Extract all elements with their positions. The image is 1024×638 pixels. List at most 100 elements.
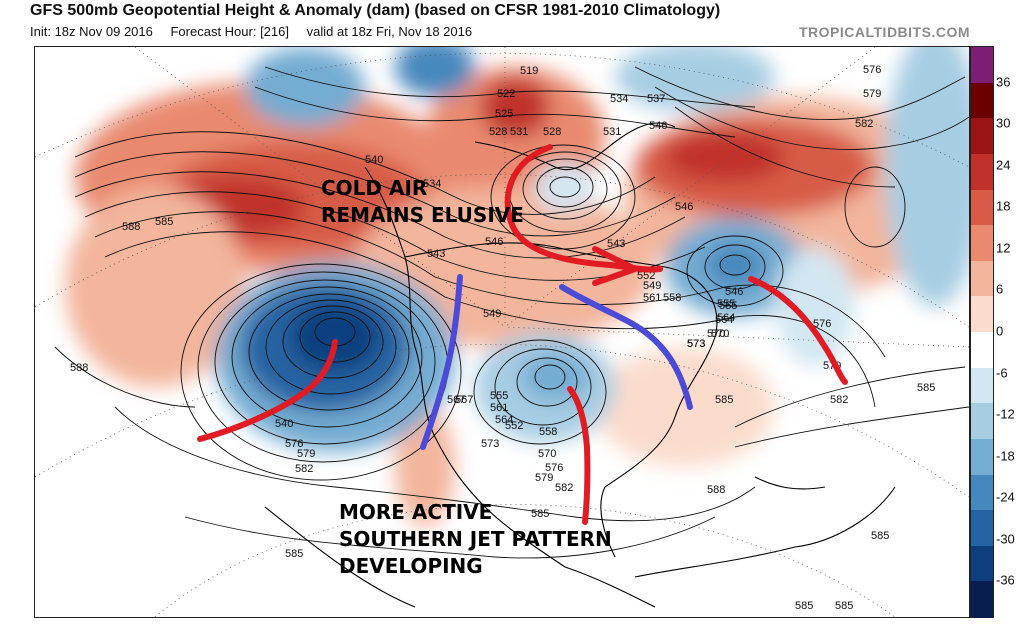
contour-label: 528 <box>489 126 507 138</box>
colorbar-segment <box>971 118 993 155</box>
contour-label: 546 <box>649 120 667 132</box>
contour-label: 585 <box>155 216 173 228</box>
contour-label: 543 <box>607 238 625 250</box>
colorbar-segment <box>971 510 993 547</box>
contour-label: 585 <box>835 600 853 612</box>
contour-label: 525 <box>495 108 513 120</box>
contour-label: 582 <box>295 463 313 475</box>
contour-labels: 519 522 525 528 531 534 537 540 546 576 … <box>70 64 935 612</box>
chart-title: GFS 500mb Geopotential Height & Anomaly … <box>30 2 721 19</box>
colorbar-segment <box>971 153 993 190</box>
contour-label: 564 <box>495 414 513 426</box>
contour-label: 573 <box>481 438 499 450</box>
colorbar-tick-label: -24 <box>996 489 1015 505</box>
contour-label: 573 <box>687 338 705 350</box>
red-arrow-atlantic <box>748 276 848 385</box>
contour-label: 546 <box>485 236 503 248</box>
colorbar-segment <box>971 545 993 582</box>
cold-air-annotation: COLD AIR REMAINS ELUSIVE <box>321 175 524 229</box>
colorbar-segment <box>971 189 993 226</box>
colorbar-segment <box>971 438 993 475</box>
contour-label: 588 <box>707 484 725 496</box>
contour-label: 582 <box>855 118 873 130</box>
contour-label: 519 <box>520 65 538 77</box>
blue-arrow-west <box>420 274 463 450</box>
contour-label: 531 <box>510 126 528 138</box>
colorbar-tick-label: 18 <box>996 198 1011 214</box>
contour-label: 555 <box>719 300 737 312</box>
red-arrow-pacific <box>197 339 338 442</box>
red-arrowhead-hudson <box>592 246 643 286</box>
contour-label: 555 <box>490 390 508 402</box>
colorbar-segment <box>971 47 993 84</box>
forecast-hour: Forecast Hour: [216] <box>170 24 289 39</box>
colorbar-tick-label: 30 <box>996 115 1011 131</box>
contour-label: 585 <box>531 508 549 520</box>
contour-label: 579 <box>863 88 881 100</box>
contour-label: 549 <box>643 280 661 292</box>
annotation-arrows <box>197 144 848 525</box>
colorbar-segment <box>971 367 993 404</box>
colorbar-tick-label: -6 <box>996 365 1008 381</box>
colorbar-segment <box>971 82 993 119</box>
contour-label: 579 <box>297 448 315 460</box>
contour-label: 531 <box>603 126 621 138</box>
contour-label: 573 <box>687 338 705 350</box>
colorbar-segment <box>971 403 993 440</box>
contour-label: 564 <box>717 312 735 324</box>
contour-label: 555 <box>717 298 735 310</box>
contour-label: 585 <box>285 548 303 560</box>
colorbar-tick-label: -18 <box>996 448 1015 464</box>
contour-label: 570 <box>538 448 556 460</box>
contour-label: 570 <box>707 328 725 340</box>
colorbar-tick-label: -12 <box>996 406 1015 422</box>
contour-label: 534 <box>610 93 628 105</box>
contour-label: 576 <box>285 438 303 450</box>
run-info: Init: 18z Nov 09 2016 Forecast Hour: [21… <box>30 24 486 39</box>
colorbar-tick-label: 6 <box>996 281 1004 297</box>
map-panel: 519 522 525 528 531 534 537 540 546 576 … <box>34 46 970 618</box>
colorbar-segment <box>971 581 993 618</box>
contour-label: 558 <box>663 292 681 304</box>
contour-label: 528 <box>543 126 561 138</box>
contour-label: 558 <box>539 426 557 438</box>
southern-jet-annotation: MORE ACTIVE SOUTHERN JET PATTERN DEVELOP… <box>339 499 612 580</box>
contour-label: 582 <box>830 394 848 406</box>
colorbar-tick-label: 24 <box>996 157 1011 173</box>
coastlines <box>264 122 896 608</box>
colorbar-segment <box>971 296 993 333</box>
contour-label: 561 <box>490 402 508 414</box>
contour-label: 540 <box>365 154 383 166</box>
contour-label: 552 <box>637 270 655 282</box>
init-time: Init: 18z Nov 09 2016 <box>30 24 153 39</box>
contour-label: 543 <box>427 248 445 260</box>
contour-label: 546 <box>725 286 743 298</box>
valid-time: valid at 18z Fri, Nov 18 2016 <box>306 24 473 39</box>
colorbar <box>970 46 994 618</box>
colorbar-segment <box>971 474 993 511</box>
southern-jet-line-3: DEVELOPING <box>339 554 483 578</box>
contour-label: 588 <box>70 362 88 374</box>
contour-label: 567 <box>455 394 473 406</box>
contour-label: 546 <box>675 201 693 213</box>
contour-label: 585 <box>715 394 733 406</box>
contour-label: 534 <box>423 178 441 190</box>
colorbar-segment <box>971 260 993 297</box>
blue-arrow-east <box>559 284 693 410</box>
contour-label: 567 <box>447 394 465 406</box>
contour-label: 585 <box>871 530 889 542</box>
contour-label: 579 <box>535 472 553 484</box>
contour-label: 537 <box>647 93 665 105</box>
cold-air-line-1: COLD AIR <box>321 176 428 200</box>
southern-jet-line-2: SOUTHERN JET PATTERN <box>339 527 612 551</box>
colorbar-tick-label: 12 <box>996 240 1011 256</box>
contour-label: 585 <box>917 382 935 394</box>
contour-label: 522 <box>497 88 515 100</box>
contour-label: 549 <box>483 308 501 320</box>
colorbar-segment <box>971 332 993 369</box>
brand-watermark: TROPICALTIDBITS.COM <box>798 24 970 40</box>
red-arrow-south <box>567 386 591 525</box>
colorbar-tick-label: 0 <box>996 323 1004 339</box>
southern-jet-line-1: MORE ACTIVE <box>339 500 493 524</box>
contour-label: 576 <box>863 64 881 76</box>
